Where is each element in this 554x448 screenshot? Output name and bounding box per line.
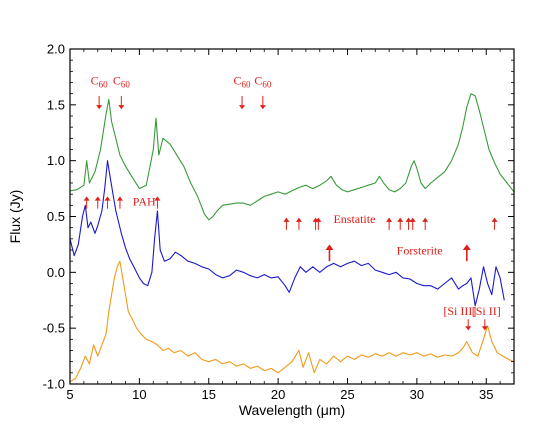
c60-down-arrow-head [96, 105, 103, 110]
x-tick-label: 15 [202, 387, 216, 402]
feature-label: [Si III] [443, 304, 476, 318]
pah-up-arrow-head [104, 196, 111, 201]
y-tick-label: 0.0 [47, 265, 65, 280]
enstatite-up-arrow-head [409, 217, 416, 222]
pah-up-arrow-head [83, 196, 90, 201]
x-tick-label: 20 [271, 387, 285, 402]
enstatite-up-arrow-head [386, 217, 393, 222]
y-tick-label: 1.0 [47, 153, 65, 168]
c60-label: C60 [254, 74, 272, 90]
forsterite-up-arrow-head [462, 244, 471, 251]
x-tick-label: 25 [340, 387, 354, 402]
x-axis-label: Wavelength (μm) [239, 402, 345, 418]
series-line-1 [69, 93, 515, 221]
feature-label: [Si II] [472, 304, 501, 318]
x-tick-label: 30 [410, 387, 424, 402]
y-tick-label: -1.0 [43, 377, 65, 392]
enstatite-up-arrow-head [315, 217, 322, 222]
y-tick-label: 1.5 [47, 97, 65, 112]
y-tick-label: 2.0 [47, 42, 65, 57]
y-axis-label: Flux (Jy) [7, 190, 23, 244]
x-tick-label: 5 [66, 387, 73, 402]
ticks-layer: 5 10 15 20 25 30 35 -1.0 -0.5 0.0 0.5 1.0 1.5 2.0 [43, 42, 515, 402]
c60-label: C60 [234, 74, 252, 90]
series-line-3 [69, 260, 515, 383]
series-line-2 [69, 160, 505, 307]
y-tick-label: -0.5 [43, 321, 65, 336]
enstatite-up-arrow-head [283, 217, 290, 222]
feature-label: PAH [133, 194, 156, 208]
series-layer [69, 93, 515, 383]
enstatite-up-arrow-head [397, 217, 404, 222]
pah-up-arrow-head [154, 196, 161, 201]
c60-down-arrow-head [118, 105, 125, 110]
forsterite-up-arrow-head [325, 244, 334, 251]
plot-frame [69, 48, 515, 385]
enstatite-up-arrow-head [422, 217, 429, 222]
y-tick-label: 0.5 [47, 209, 65, 224]
c60-down-arrow-head [239, 105, 246, 110]
si-down-arrow-head [465, 326, 472, 331]
x-tick-label: 35 [479, 387, 493, 402]
si-down-arrow-head [481, 326, 488, 331]
enstatite-up-arrow-head [405, 217, 412, 222]
c60-label: C60 [113, 74, 131, 90]
feature-label: Forsterite [397, 243, 443, 257]
enstatite-up-arrow-head [491, 217, 498, 222]
pah-up-arrow-head [94, 196, 101, 201]
x-tick-label: 10 [132, 387, 146, 402]
enstatite-up-arrow-head [295, 217, 302, 222]
c60-down-arrow-head [259, 105, 266, 110]
feature-label: Enstatite [333, 212, 375, 226]
c60-label: C60 [91, 74, 109, 90]
pah-up-arrow-head [116, 196, 123, 201]
